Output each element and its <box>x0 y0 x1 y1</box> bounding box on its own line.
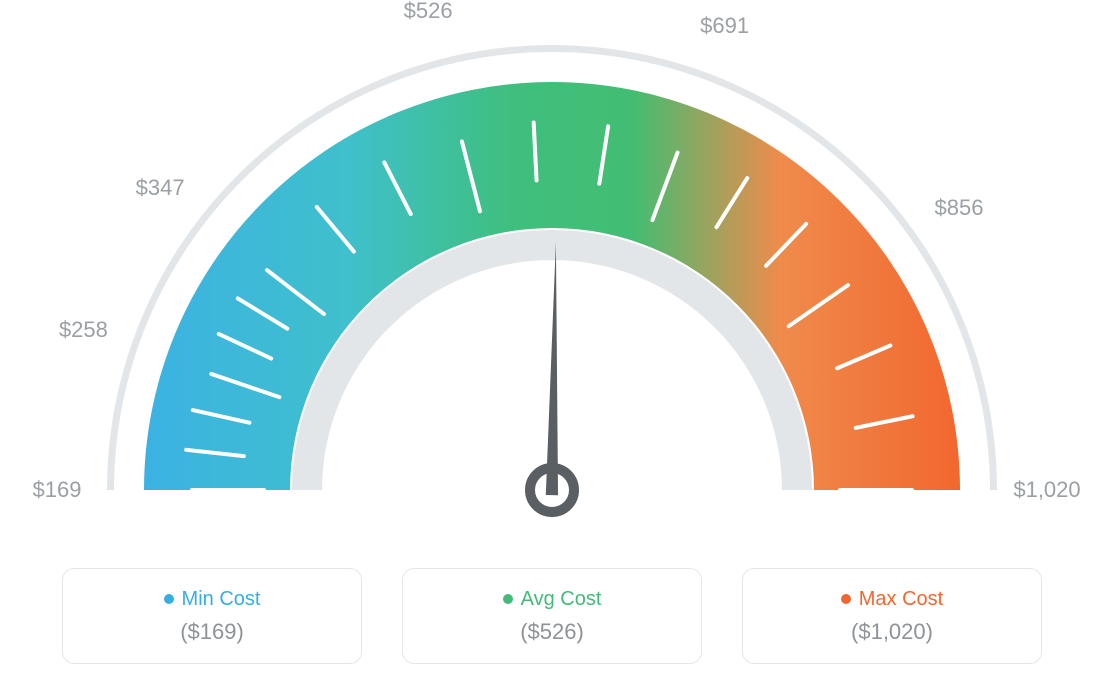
gauge-tick-label: $1,020 <box>1013 477 1080 503</box>
legend-card-avg: Avg Cost ($526) <box>402 568 702 664</box>
legend-row: Min Cost ($169) Avg Cost ($526) Max Cost… <box>0 568 1104 664</box>
legend-label-avg: Avg Cost <box>521 588 602 611</box>
legend-label-max: Max Cost <box>859 588 943 611</box>
dot-max <box>841 594 851 604</box>
legend-value-avg: ($526) <box>520 619 584 645</box>
dot-avg <box>503 594 513 604</box>
legend-card-min: Min Cost ($169) <box>62 568 362 664</box>
gauge-chart: $169 $258 $347 $526 $691 $856 $1,020 <box>0 0 1104 560</box>
gauge-svg <box>0 0 1104 560</box>
legend-value-min: ($169) <box>180 619 244 645</box>
legend-value-max: ($1,020) <box>851 619 933 645</box>
gauge-tick-label: $258 <box>59 317 108 343</box>
legend-label-min: Min Cost <box>182 588 261 611</box>
gauge-tick-label: $169 <box>33 477 82 503</box>
gauge-tick-label: $856 <box>935 195 984 221</box>
legend-card-max: Max Cost ($1,020) <box>742 568 1042 664</box>
gauge-tick-label: $347 <box>136 175 185 201</box>
gauge-tick-label: $526 <box>404 0 453 24</box>
gauge-tick-label: $691 <box>700 13 749 39</box>
dot-min <box>164 594 174 604</box>
